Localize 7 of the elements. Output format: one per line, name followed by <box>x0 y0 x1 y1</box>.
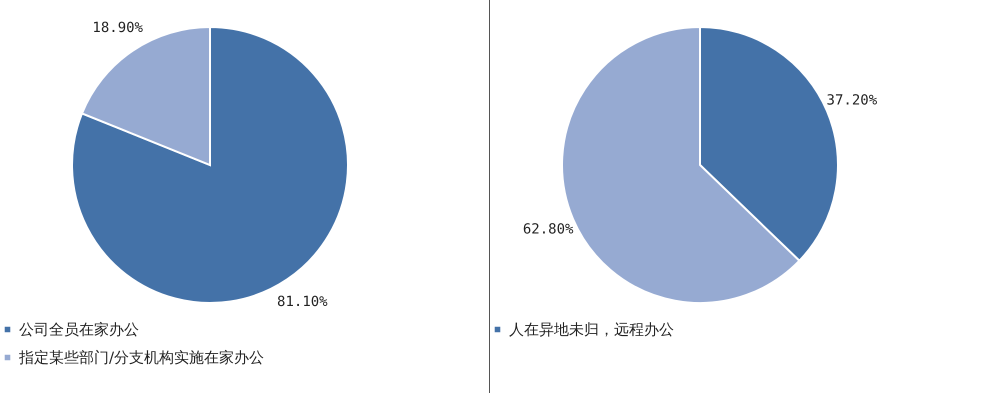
data-label: 37.20% <box>826 92 878 108</box>
data-label: 81.10% <box>277 294 328 310</box>
legend-label: 指定某些部门/分支机构实施在家办公 <box>18 348 264 366</box>
data-label: 62.80% <box>522 222 574 238</box>
legend-label: 人在异地未归，远程办公 <box>509 320 674 338</box>
data-label: 18.90% <box>92 20 144 36</box>
legend-label: 公司全员在家办公 <box>19 320 139 338</box>
